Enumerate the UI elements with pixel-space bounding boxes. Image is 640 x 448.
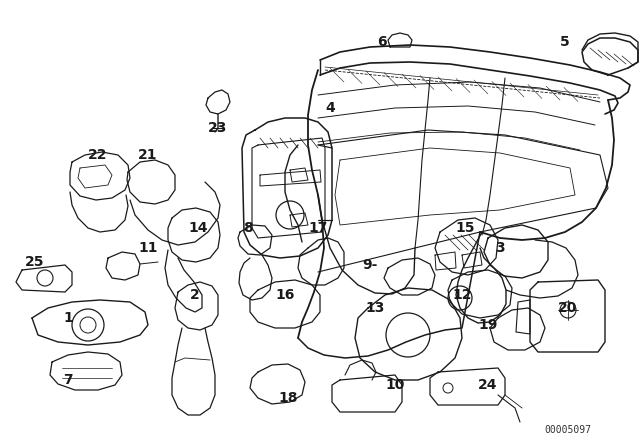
Text: 25: 25 <box>25 255 45 269</box>
Text: 00005097: 00005097 <box>545 425 591 435</box>
Text: 1: 1 <box>63 311 73 325</box>
Text: 3: 3 <box>495 241 505 255</box>
Text: 18: 18 <box>278 391 298 405</box>
Text: 8: 8 <box>243 221 253 235</box>
Text: 13: 13 <box>365 301 385 315</box>
Text: 20: 20 <box>558 301 578 315</box>
Text: 15: 15 <box>455 221 475 235</box>
Text: 23: 23 <box>208 121 228 135</box>
Text: 2: 2 <box>190 288 200 302</box>
Text: 17: 17 <box>308 221 328 235</box>
Text: 12: 12 <box>452 288 472 302</box>
Text: 16: 16 <box>275 288 294 302</box>
Text: 21: 21 <box>138 148 157 162</box>
Text: 7: 7 <box>63 373 73 387</box>
Text: 10: 10 <box>385 378 404 392</box>
Text: 11: 11 <box>138 241 157 255</box>
Text: 24: 24 <box>478 378 498 392</box>
Text: 9-: 9- <box>362 258 378 272</box>
Text: 19: 19 <box>478 318 498 332</box>
Text: 5: 5 <box>560 35 570 49</box>
Text: 6: 6 <box>377 35 387 49</box>
Text: 22: 22 <box>88 148 108 162</box>
Text: 14: 14 <box>188 221 208 235</box>
Text: 4: 4 <box>325 101 335 115</box>
